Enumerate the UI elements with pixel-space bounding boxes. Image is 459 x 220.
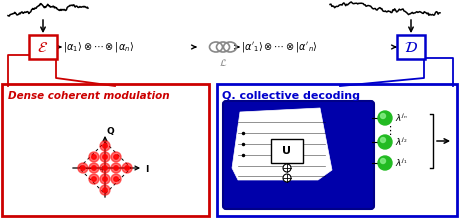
Circle shape	[100, 163, 110, 173]
Circle shape	[78, 163, 88, 173]
Text: I: I	[145, 165, 148, 174]
Circle shape	[111, 174, 121, 184]
Circle shape	[89, 152, 99, 162]
Circle shape	[380, 114, 385, 119]
FancyBboxPatch shape	[223, 101, 373, 209]
Circle shape	[380, 138, 385, 143]
Circle shape	[100, 152, 110, 162]
Circle shape	[124, 166, 129, 170]
Circle shape	[102, 144, 107, 148]
Text: Dense coherent modulation: Dense coherent modulation	[8, 91, 169, 101]
Circle shape	[102, 155, 107, 159]
Circle shape	[80, 166, 85, 170]
Circle shape	[91, 155, 96, 159]
Circle shape	[102, 166, 107, 170]
Circle shape	[91, 177, 96, 181]
Text: Q. collective decoding: Q. collective decoding	[222, 91, 359, 101]
Text: $\mathcal{E}$: $\mathcal{E}$	[37, 40, 49, 55]
FancyBboxPatch shape	[217, 84, 456, 216]
Circle shape	[100, 174, 110, 184]
Circle shape	[91, 166, 96, 170]
Circle shape	[102, 188, 107, 192]
Circle shape	[111, 152, 121, 162]
Circle shape	[377, 135, 391, 149]
Text: $\vdots$: $\vdots$	[383, 123, 391, 136]
Text: +: +	[98, 165, 105, 174]
Circle shape	[100, 141, 110, 151]
Text: $\mathcal{L}$: $\mathcal{L}$	[218, 57, 227, 68]
Circle shape	[113, 177, 118, 181]
Circle shape	[380, 158, 385, 163]
Text: U: U	[282, 146, 291, 156]
FancyBboxPatch shape	[270, 139, 302, 163]
Text: Q: Q	[107, 126, 114, 136]
Circle shape	[89, 174, 99, 184]
Text: −: −	[85, 164, 93, 174]
FancyBboxPatch shape	[2, 84, 208, 216]
Circle shape	[111, 163, 121, 173]
Text: $\mathcal{D}$: $\mathcal{D}$	[403, 40, 417, 55]
Circle shape	[377, 156, 391, 170]
Text: $|\alpha'_1\rangle \otimes \cdots \otimes |\alpha'_n\rangle$: $|\alpha'_1\rangle \otimes \cdots \otime…	[241, 40, 317, 54]
Circle shape	[282, 174, 291, 182]
Polygon shape	[231, 108, 331, 180]
Circle shape	[113, 155, 118, 159]
Text: $\lambda^{j_2}$: $\lambda^{j_2}$	[394, 136, 407, 148]
Text: $\lambda^{j_1}$: $\lambda^{j_1}$	[394, 157, 407, 169]
Circle shape	[113, 166, 118, 170]
Circle shape	[377, 111, 391, 125]
Circle shape	[102, 177, 107, 181]
FancyBboxPatch shape	[396, 35, 424, 59]
Circle shape	[100, 185, 110, 195]
FancyBboxPatch shape	[29, 35, 57, 59]
Text: $|\alpha_1\rangle \otimes \cdots \otimes |\alpha_n\rangle$: $|\alpha_1\rangle \otimes \cdots \otimes…	[63, 40, 134, 54]
Circle shape	[89, 163, 99, 173]
Circle shape	[122, 163, 132, 173]
Text: $\lambda^{j_n}$: $\lambda^{j_n}$	[394, 112, 407, 124]
Circle shape	[282, 164, 291, 172]
